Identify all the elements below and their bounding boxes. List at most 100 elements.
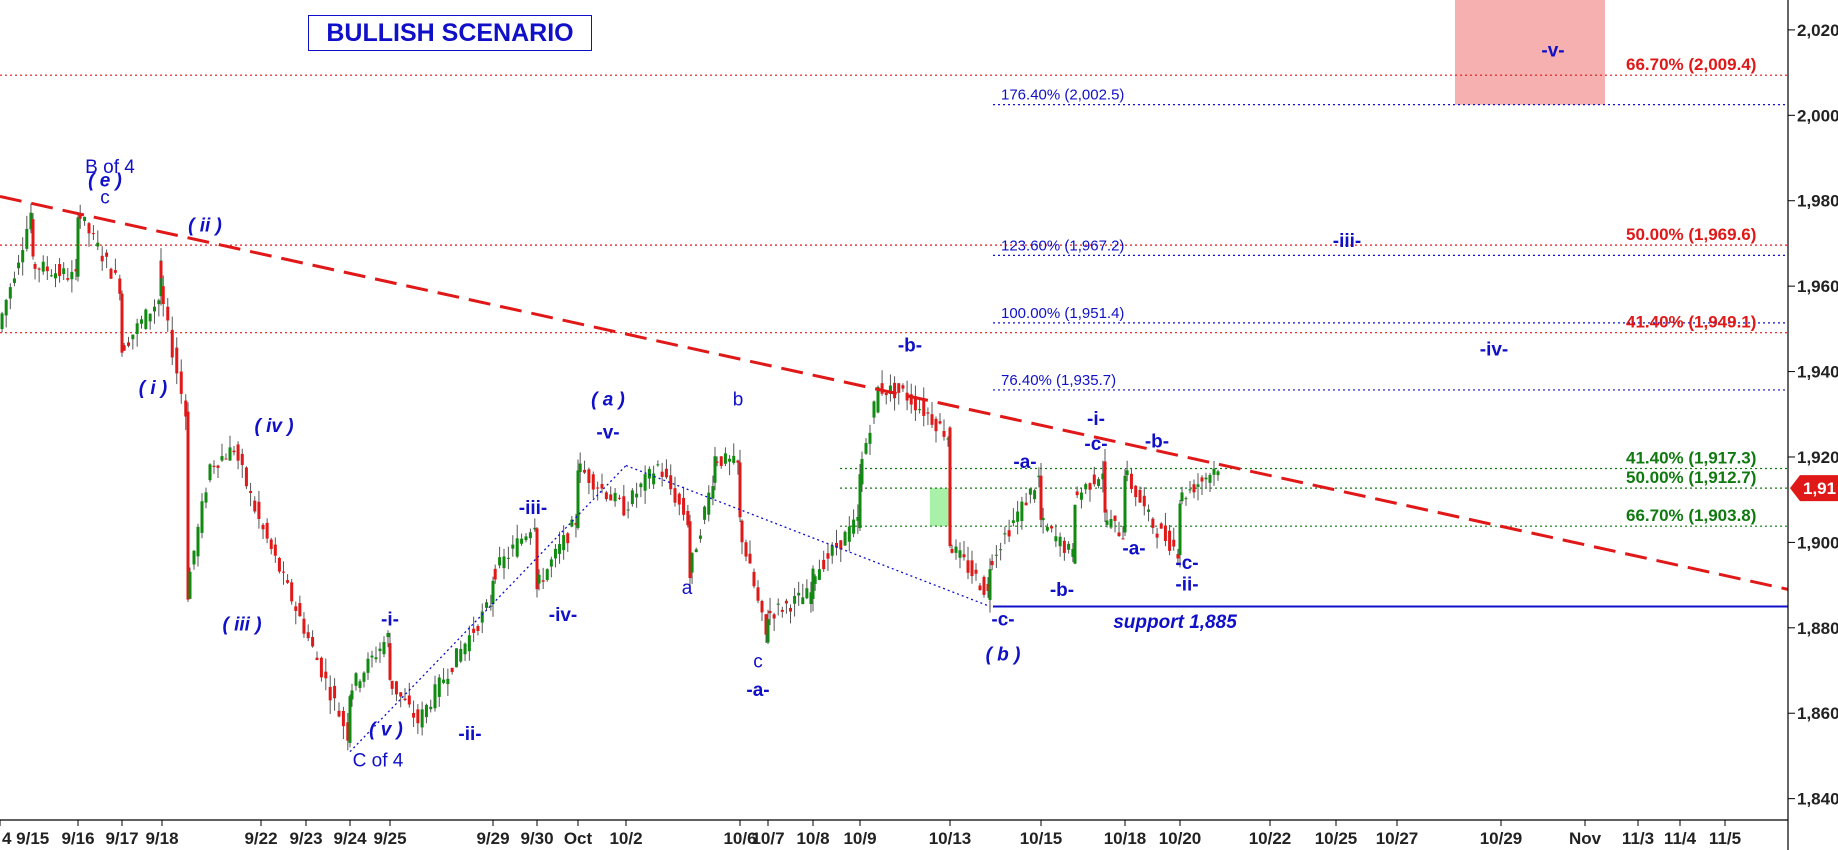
y-tick-label: 1,960	[1797, 277, 1838, 296]
candle-body	[784, 600, 788, 604]
wave-label: b	[733, 389, 744, 410]
wave-label: ( iii )	[222, 614, 261, 635]
candle-body	[54, 273, 57, 279]
candle-body	[583, 469, 587, 473]
candle-body	[1075, 491, 1079, 496]
candle-body	[290, 582, 294, 602]
candle-body	[346, 722, 350, 741]
candle-body	[324, 671, 328, 679]
candle-body	[467, 635, 471, 652]
candle-body	[485, 602, 489, 608]
candle-body	[576, 470, 580, 528]
candle-body	[511, 544, 515, 549]
candle-body	[872, 401, 876, 418]
candle-body	[562, 535, 566, 551]
level-label: 41.40% (1,949.1)	[1626, 313, 1756, 332]
candle-body	[96, 242, 100, 247]
labels-layer: 66.70% (2,009.4) 176.40% (2,002.5) 50.00% …	[85, 40, 1756, 771]
candle-body	[553, 548, 557, 559]
candle-body	[1097, 479, 1101, 486]
candle-body	[184, 400, 188, 417]
candle-body	[647, 468, 651, 479]
candle-body	[988, 569, 992, 600]
candle-body	[446, 678, 450, 685]
candle-body	[732, 455, 736, 464]
candle-body	[0, 313, 4, 330]
candle-body	[982, 576, 986, 595]
candle-body	[578, 463, 582, 473]
candle-body	[493, 568, 497, 580]
candle-body	[144, 309, 148, 329]
candle-body	[1062, 540, 1066, 553]
wave-label: -b-	[1145, 432, 1169, 453]
candle-body	[604, 492, 608, 500]
x-tick-label: 10/22	[1249, 829, 1292, 848]
candle-body	[333, 685, 337, 699]
candle-body	[738, 462, 742, 518]
candle-body	[811, 568, 815, 599]
candle-body	[294, 606, 298, 611]
candle-body	[1024, 502, 1028, 506]
candle-body	[240, 453, 244, 465]
candle-body	[954, 546, 958, 553]
y-tick-label: 1,900	[1797, 533, 1838, 552]
candle-body	[942, 430, 946, 437]
candle-body	[1109, 519, 1113, 528]
candle-body	[1067, 543, 1071, 550]
candle-body	[1084, 484, 1088, 490]
candle-body	[970, 560, 974, 577]
candle-body	[909, 394, 913, 405]
candle-body	[424, 704, 428, 718]
background-layer	[930, 0, 1605, 527]
candle-body	[545, 569, 549, 581]
candle-body	[918, 409, 922, 411]
wave-label: -iv-	[1480, 339, 1509, 360]
candle-body	[1184, 498, 1188, 500]
candle-body	[388, 643, 392, 680]
candle-body	[277, 557, 281, 572]
candle-body	[728, 458, 732, 462]
candle-body	[994, 554, 998, 556]
candle-body	[196, 526, 200, 557]
candle-body	[362, 672, 366, 682]
x-tick-label: 11/5	[1709, 829, 1741, 848]
candle-body	[839, 540, 843, 550]
candle-body	[506, 557, 510, 559]
candle-body	[760, 600, 764, 613]
candle-body	[1134, 485, 1138, 498]
candle-body	[703, 506, 707, 520]
candle-body	[1054, 536, 1058, 542]
candle-body	[1011, 520, 1015, 524]
wave-label: -ii-	[458, 724, 481, 745]
candle-body	[282, 571, 285, 573]
candle-body	[835, 542, 838, 548]
x-tick-label: 11/3	[1622, 829, 1654, 848]
x-tick-label: Oct	[564, 829, 593, 848]
wave-label: -a-	[1013, 452, 1036, 473]
candle-body	[70, 271, 74, 280]
candle-body	[463, 643, 467, 655]
candle-body	[950, 548, 954, 553]
candle-body	[897, 383, 901, 393]
candle-body	[416, 709, 420, 724]
candle-body	[315, 657, 319, 661]
x-tick-label: 9/17	[105, 829, 138, 848]
candle-body	[793, 595, 797, 604]
candle-body	[1155, 533, 1159, 538]
candle-body	[153, 306, 156, 312]
candle-body	[764, 614, 768, 635]
candle-body	[399, 692, 403, 697]
candle-body	[558, 544, 562, 554]
channel-line	[625, 464, 991, 608]
y-tick-label: 1,840	[1797, 790, 1838, 809]
candle-body	[62, 268, 66, 274]
wave-label: B of 4	[85, 157, 135, 178]
candle-body	[1073, 504, 1077, 564]
candle-body	[901, 385, 905, 389]
candle-body	[515, 538, 519, 557]
candle-body	[549, 559, 553, 567]
candle-body	[328, 686, 332, 701]
level-label: 76.40% (1,935.7)	[1001, 372, 1116, 389]
candle-body	[974, 569, 978, 574]
candle-body	[348, 696, 352, 743]
